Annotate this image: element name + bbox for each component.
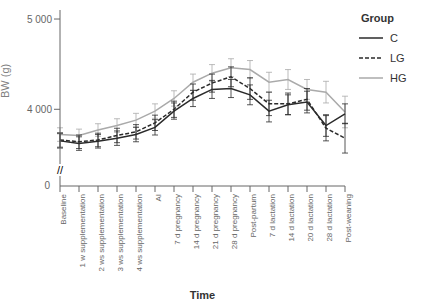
svg-text:Time: Time <box>190 289 215 301</box>
svg-text:Post-partum: Post-partum <box>249 194 258 238</box>
svg-text:3 ws supplementation: 3 ws supplementation <box>116 194 125 271</box>
svg-text:5 000: 5 000 <box>27 14 52 25</box>
svg-text:7 d pregnancy: 7 d pregnancy <box>173 194 182 245</box>
html-text:Group: Group <box>361 12 394 24</box>
svg-text:14 d pregnancy: 14 d pregnancy <box>192 194 201 249</box>
svg-text:20 d lactation: 20 d lactation <box>306 194 315 242</box>
svg-text:21 d pregnancy: 21 d pregnancy <box>211 194 220 249</box>
svg-text:7 d lactation: 7 d lactation <box>268 194 277 237</box>
svg-text:4 ws supplementation: 4 ws supplementation <box>135 194 144 271</box>
svg-text:Post-weaning: Post-weaning <box>344 194 353 242</box>
svg-text:Baseline: Baseline <box>59 193 68 224</box>
svg-text:BW (g): BW (g) <box>8 64 11 98</box>
html-text:C: C <box>390 32 398 44</box>
svg-text:AI: AI <box>154 194 163 202</box>
svg-text:4 000: 4 000 <box>27 104 52 115</box>
svg-text:1 w supplementation: 1 w supplementation <box>78 194 87 267</box>
html-text:LG: LG <box>390 52 405 64</box>
svg-text:2 ws supplementation: 2 ws supplementation <box>97 194 106 271</box>
svg-text:28 d lactation: 28 d lactation <box>325 194 334 242</box>
html-text:0: 0 <box>44 180 50 191</box>
svg-text:14 d lactation: 14 d lactation <box>287 194 296 242</box>
html-text:HG: HG <box>390 72 407 84</box>
svg-text:28 d pregnancy: 28 d pregnancy <box>230 194 239 249</box>
